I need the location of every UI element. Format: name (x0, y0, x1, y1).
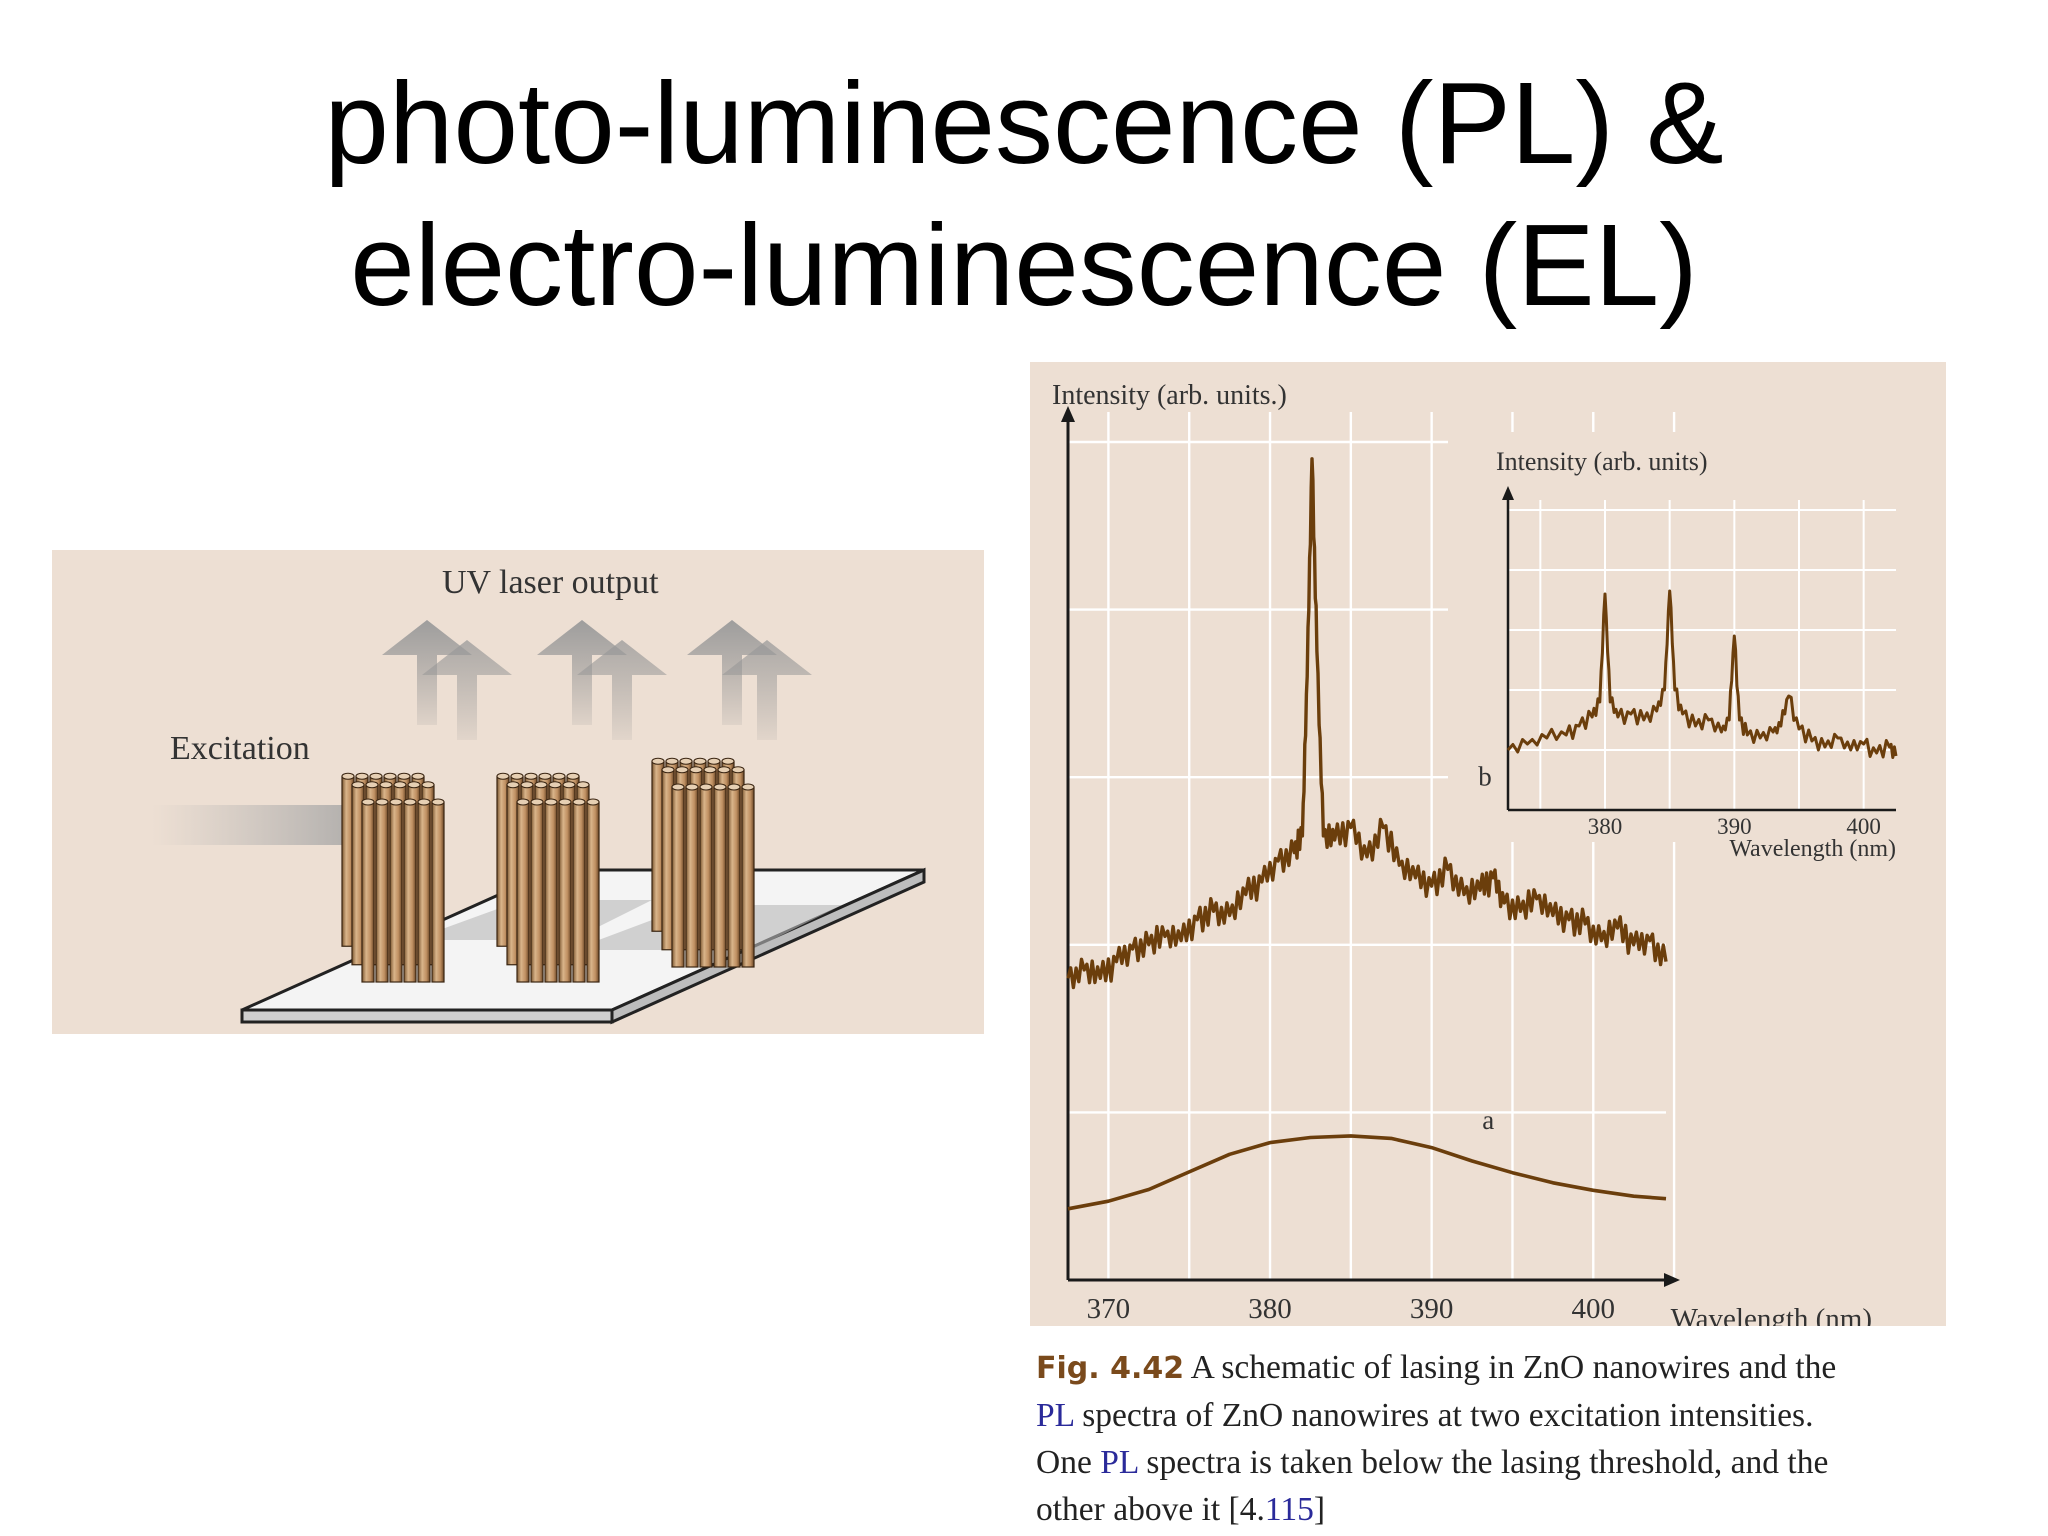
nanowire (586, 801, 600, 983)
x-tick-label: 370 (1087, 1293, 1131, 1325)
nanowire-arrays (341, 757, 755, 983)
inset-plot: 380 390 400 Intensity (arb. units) Wavelengt… (1448, 432, 1942, 862)
slide-title: photo-luminescence (PL) & electro-lumine… (0, 52, 2048, 336)
x-tick-label: 400 (1572, 1293, 1616, 1325)
caption-text-2: spectra of ZnO nanowires at two excitati… (1073, 1397, 1814, 1434)
nanowire (361, 801, 375, 983)
nanowire (671, 786, 685, 968)
x-axis-arrow (1664, 1273, 1680, 1287)
series-a-label: a (1482, 1105, 1494, 1135)
inset-series-line (1506, 589, 1898, 759)
inset-x-tick-label: 400 (1846, 814, 1881, 839)
nanowire (431, 801, 445, 983)
inset-x-axis-label: Wavelength (nm) (1729, 836, 1896, 862)
caption-text-4a: other above it [4. (1036, 1491, 1265, 1528)
nanowire-group-3 (651, 757, 755, 968)
main-plot-text: 370 380 390 400 Intensity (arb. units.) Wavel… (1052, 380, 1872, 1326)
nanowire (741, 786, 755, 968)
main-plot-axes (1061, 406, 1680, 1287)
y-axis-label: Intensity (arb. units.) (1052, 380, 1287, 411)
figure-caption: Fig. 4.42 A schematic of lasing in ZnO n… (1036, 1344, 1956, 1533)
nanowire (417, 801, 431, 983)
caption-text-4b: ] (1313, 1491, 1326, 1528)
nanowire-group-1 (341, 772, 445, 983)
inset-x-tick-label: 380 (1588, 814, 1623, 839)
excitation-label: Excitation (170, 730, 310, 767)
caption-text-3a: One (1036, 1444, 1101, 1481)
nanowire (558, 801, 572, 983)
x-tick-label: 390 (1410, 1293, 1454, 1325)
nanowire-group-2 (496, 772, 600, 983)
y-axis-arrow (1061, 406, 1075, 422)
excitation-arrow (152, 775, 402, 875)
nanowire (699, 786, 713, 968)
laser-output-label: UV laser output (442, 564, 659, 601)
nanowire (530, 801, 544, 983)
caption-text-3b: spectra is taken below the lasing thresh… (1138, 1444, 1829, 1481)
pl-link-2[interactable]: PL (1100, 1444, 1139, 1481)
series-b-label: b (1478, 762, 1492, 792)
pl-link-1[interactable]: PL (1036, 1397, 1074, 1434)
slide-title-line-1: photo-luminescence (PL) & (324, 58, 1724, 188)
nanowire (516, 801, 530, 983)
figure-number: Fig. 4.42 (1036, 1351, 1185, 1386)
nanowire (727, 786, 741, 968)
nanowire (544, 801, 558, 983)
x-axis-label: Wavelength (nm) (1671, 1303, 1872, 1326)
series-a-line (1067, 1134, 1667, 1211)
inset-panel (1448, 432, 1942, 842)
nanowire (375, 801, 389, 983)
inset-x-tick-label: 390 (1717, 814, 1752, 839)
nanowire (572, 801, 586, 983)
caption-text-1: A schematic of lasing in ZnO nanowires a… (1184, 1349, 1837, 1386)
nanowire (713, 786, 727, 968)
series-b-line (1066, 457, 1668, 990)
pl-spectra-figure: 380 390 400 Intensity (arb. units) Wavelengt… (1030, 362, 1946, 1326)
reference-link[interactable]: 115 (1264, 1491, 1314, 1528)
laser-output-arrows (382, 620, 812, 740)
nanowire-schematic: UV laser output Excitation (52, 550, 984, 1034)
schematic-drawing (152, 620, 926, 1025)
caption-line-4: other above it [4.115] (1036, 1486, 1956, 1533)
x-tick-label: 380 (1248, 1293, 1292, 1325)
nanowire (685, 786, 699, 968)
inset-y-axis-arrow (1502, 486, 1514, 500)
caption-line-3: One PL spectra is taken below the lasing… (1036, 1439, 1956, 1486)
nanowire (389, 801, 403, 983)
slide-title-line-2: electro-luminescence (EL) (350, 200, 1698, 330)
main-plot-series (1066, 457, 1668, 1211)
inset-y-axis-label: Intensity (arb. units) (1496, 447, 1708, 476)
pl-spectra-chart: 380 390 400 Intensity (arb. units) Wavelengt… (1052, 380, 1942, 1326)
nanowire (403, 801, 417, 983)
substrate-edge (240, 1008, 614, 1024)
caption-line-2: PL spectra of ZnO nanowires at two excit… (1036, 1392, 1956, 1439)
caption-line-1: Fig. 4.42 A schematic of lasing in ZnO n… (1036, 1344, 1956, 1392)
